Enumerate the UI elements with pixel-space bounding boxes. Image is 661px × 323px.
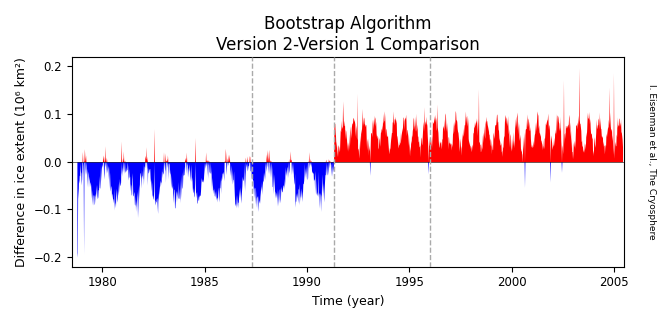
Title: Bootstrap Algorithm
Version 2-Version 1 Comparison: Bootstrap Algorithm Version 2-Version 1 … [216, 15, 480, 54]
X-axis label: Time (year): Time (year) [312, 295, 384, 308]
Text: I. Eisenman et al., The Cryosphere: I. Eisenman et al., The Cryosphere [647, 84, 656, 239]
Y-axis label: Difference in ice extent (10⁶ km²): Difference in ice extent (10⁶ km²) [15, 57, 28, 267]
